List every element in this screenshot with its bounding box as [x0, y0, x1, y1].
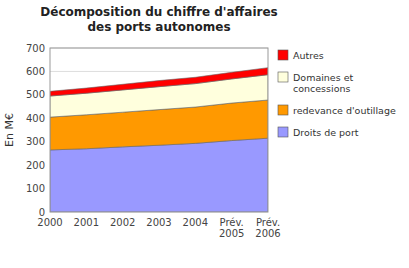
legend-label: Droits de port: [293, 127, 359, 138]
chart: Décomposition du chiffre d'affairesdes p…: [0, 0, 409, 268]
grid: [50, 48, 268, 212]
y-tick-label: 600: [26, 66, 45, 77]
x-tick-label: 2003: [146, 217, 171, 228]
x-tick-label: 2002: [110, 217, 135, 228]
y-axis-label: En M€: [3, 113, 16, 147]
y-tick-label: 0: [39, 207, 45, 218]
y-tick-label: 500: [26, 89, 45, 100]
legend-swatch: [278, 72, 288, 82]
y-tick-label: 200: [26, 160, 45, 171]
legend: Autres Domaines etconcessions redevance d'…: [278, 50, 396, 138]
legend-swatch: [278, 105, 288, 115]
y-tick-label: 700: [26, 43, 45, 54]
x-tick-label: 2004: [183, 217, 208, 228]
x-tick-label: 2000: [37, 217, 62, 228]
plot-frame: [50, 48, 268, 212]
legend-label: redevance d'outillage: [293, 105, 396, 116]
legend-label: Autres: [293, 50, 324, 61]
x-tick-label: 2001: [74, 217, 99, 228]
areas: [50, 68, 268, 212]
legend-swatch: [278, 50, 288, 60]
y-tick-label: 300: [26, 136, 45, 147]
area: [50, 68, 268, 96]
x-tick-label: Prév.2006: [255, 217, 280, 239]
y-tick-label: 100: [26, 183, 45, 194]
legend-label: Domaines etconcessions: [293, 72, 354, 94]
title: Décomposition du chiffre d'affairesdes p…: [40, 5, 277, 34]
area: [50, 138, 268, 212]
legend-swatch: [278, 127, 288, 137]
x-tick-label: Prév.2005: [219, 217, 244, 239]
y-tick-label: 400: [26, 113, 45, 124]
